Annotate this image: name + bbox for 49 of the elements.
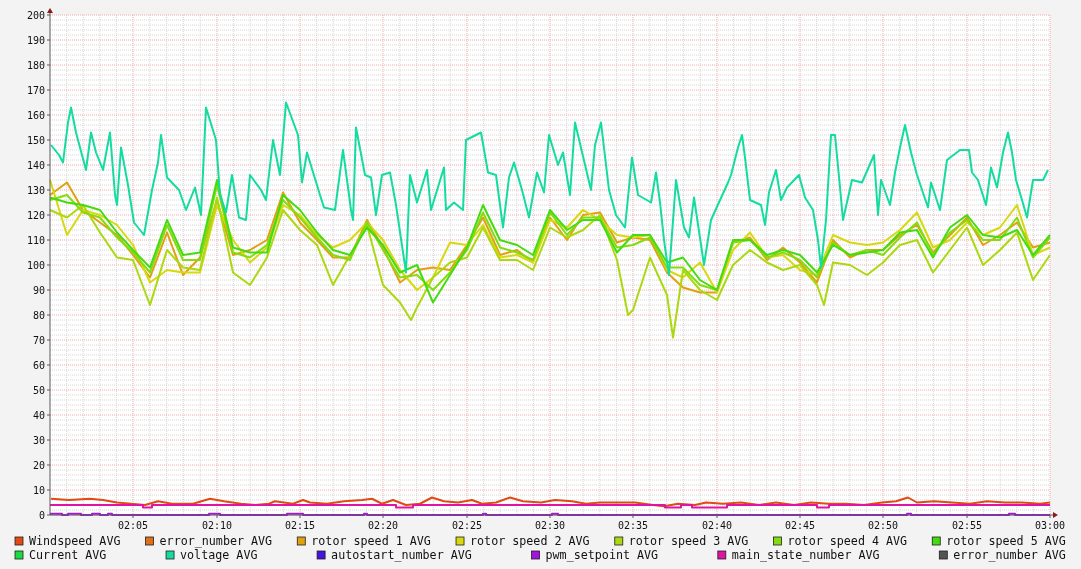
legend-label: rotor speed 2 AVG bbox=[470, 534, 590, 548]
y-tick-label: 80 bbox=[32, 309, 45, 321]
legend-label: voltage AVG bbox=[180, 548, 258, 562]
legend-label: pwm_setpoint AVG bbox=[545, 548, 659, 562]
line-series bbox=[50, 496, 1051, 508]
y-tick-label: 60 bbox=[32, 359, 45, 371]
x-tick-label: 02:10 bbox=[201, 519, 233, 531]
y-tick-label: 190 bbox=[26, 34, 45, 46]
y-tick-label: 130 bbox=[26, 184, 45, 196]
x-tick-label: 03:00 bbox=[1034, 519, 1066, 531]
legend-label: autostart_number AVG bbox=[331, 548, 472, 562]
legend-label: rotor speed 1 AVG bbox=[311, 534, 431, 548]
legend-label: rotor speed 5 AVG bbox=[946, 534, 1066, 548]
x-tick-label: 02:20 bbox=[367, 519, 399, 531]
x-tick-label: 02:35 bbox=[617, 519, 649, 531]
x-tick-label: 02:55 bbox=[951, 519, 983, 531]
y-tick-label: 90 bbox=[32, 284, 45, 296]
x-tick-label: 02:50 bbox=[867, 519, 899, 531]
x-tick-label: 02:30 bbox=[534, 519, 566, 531]
y-tick-label: 120 bbox=[26, 209, 45, 221]
legend-label: error_number AVG bbox=[953, 548, 1066, 562]
x-tick-label: 02:05 bbox=[117, 519, 149, 531]
y-tick-label: 100 bbox=[26, 259, 45, 271]
y-tick-label: 110 bbox=[26, 234, 45, 246]
x-tick-label: 02:45 bbox=[784, 519, 816, 531]
y-tick-label: 150 bbox=[26, 134, 45, 146]
y-tick-label: 170 bbox=[26, 84, 45, 96]
x-tick-label: 02:25 bbox=[451, 519, 483, 531]
y-tick-label: 180 bbox=[26, 59, 45, 71]
legend-label: error_number AVG bbox=[159, 534, 273, 548]
x-tick-label: 02:15 bbox=[284, 519, 316, 531]
y-tick-label: 10 bbox=[32, 484, 45, 496]
legend-label: Current AVG bbox=[29, 548, 107, 562]
y-tick-label: 30 bbox=[32, 434, 45, 446]
y-tick-label: 160 bbox=[26, 109, 45, 121]
line-series bbox=[50, 101, 1049, 276]
legend-label: rotor speed 3 AVG bbox=[628, 534, 749, 548]
legend-label: main_state_number AVG bbox=[731, 548, 880, 562]
y-tick-label: 20 bbox=[32, 459, 45, 471]
y-tick-label: 70 bbox=[32, 334, 45, 346]
line-series bbox=[49, 196, 1051, 339]
legend-label: Windspeed AVG bbox=[29, 534, 121, 548]
y-tick-label: 200 bbox=[26, 9, 45, 21]
x-tick-label: 02:40 bbox=[701, 519, 733, 531]
legend-label: rotor speed 4 AVG bbox=[787, 534, 908, 548]
y-tick-label: 40 bbox=[32, 409, 45, 421]
y-tick-label: 0 bbox=[38, 509, 45, 521]
y-tick-label: 50 bbox=[32, 384, 45, 396]
y-tick-label: 140 bbox=[26, 159, 45, 171]
